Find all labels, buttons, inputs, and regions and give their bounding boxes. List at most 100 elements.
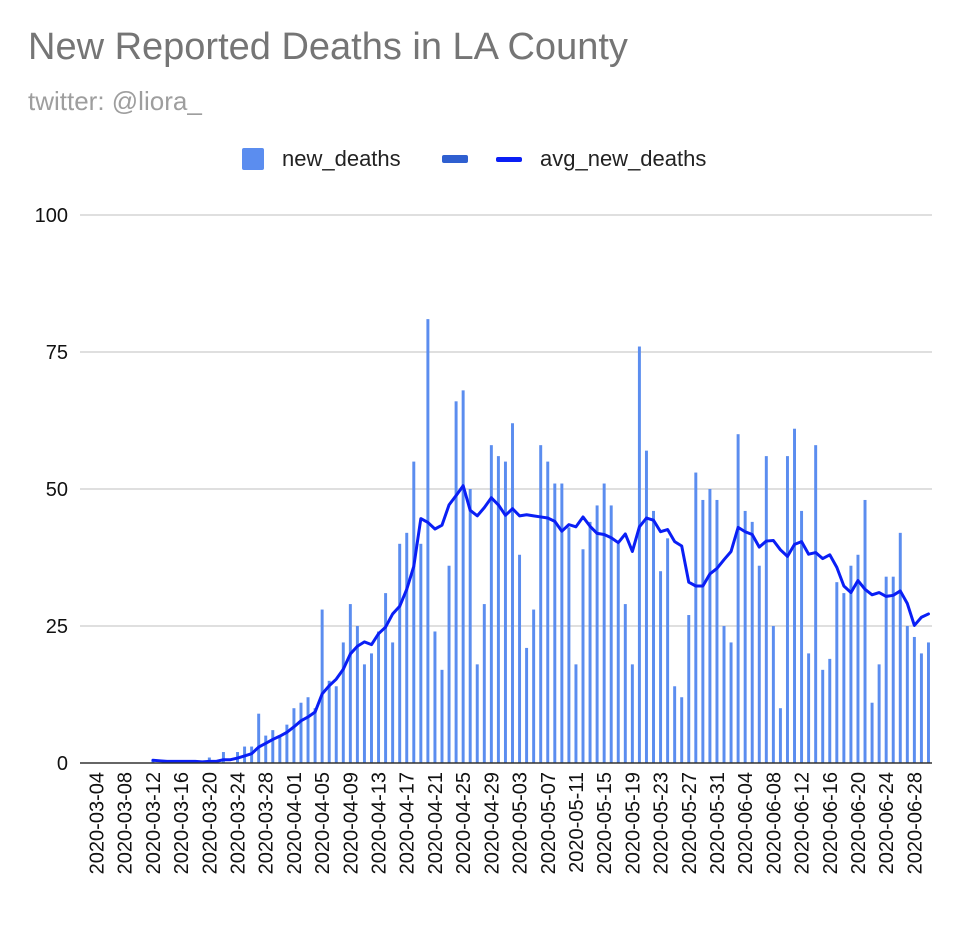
bar-101 <box>807 653 811 763</box>
bar-27 <box>285 724 289 763</box>
bar-109 <box>863 499 867 763</box>
bar-26 <box>278 735 282 763</box>
bar-91 <box>736 434 740 763</box>
bar-29 <box>299 702 303 763</box>
bar-85 <box>694 472 698 763</box>
bar-65 <box>553 483 557 763</box>
legend-item-new-deaths[interactable]: new_deaths <box>242 144 401 174</box>
x-tick-label: 2020-06-12 <box>792 772 814 874</box>
x-tick-label: 2020-03-08 <box>115 772 137 874</box>
bar-86 <box>701 499 705 763</box>
bar-60 <box>518 554 522 763</box>
y-tick-label-0: 0 <box>57 753 68 775</box>
bar-94 <box>757 565 761 763</box>
bar-88 <box>715 499 719 763</box>
line-series-avg-new-deaths <box>151 484 930 764</box>
bar-92 <box>743 510 747 763</box>
legend-swatch-line <box>496 156 522 162</box>
bar-108 <box>856 554 860 763</box>
bar-76 <box>630 664 634 763</box>
x-tick-label: 2020-04-29 <box>481 772 503 874</box>
bar-64 <box>546 461 550 763</box>
x-tick-label: 2020-05-11 <box>566 772 588 873</box>
bar-72 <box>602 483 606 763</box>
bar-39 <box>370 653 373 763</box>
bar-44 <box>405 532 409 763</box>
x-tick-label: 2020-04-01 <box>284 772 306 874</box>
bar-48 <box>433 631 437 763</box>
bar-32 <box>320 609 324 763</box>
y-tick-label-50: 50 <box>46 479 68 501</box>
y-tick-label-75: 75 <box>46 342 68 364</box>
bar-52 <box>461 390 465 763</box>
bar-105 <box>835 582 839 763</box>
x-tick-label: 2020-05-03 <box>510 772 532 874</box>
bar-62 <box>532 609 536 763</box>
bar-73 <box>609 505 613 763</box>
x-tick-label: 2020-04-25 <box>453 772 475 874</box>
bar-71 <box>595 505 599 763</box>
bar-103 <box>821 669 825 763</box>
x-tick-label: 2020-06-24 <box>876 772 898 874</box>
bar-49 <box>440 669 444 763</box>
bar-82 <box>673 686 677 763</box>
bar-51 <box>454 401 458 763</box>
bar-45 <box>412 461 416 763</box>
bar-40 <box>377 631 381 763</box>
chart-subtitle: twitter: @liora_ <box>28 86 202 116</box>
x-tick-label: 2020-03-12 <box>143 772 165 874</box>
bar-114 <box>898 532 902 763</box>
x-tick-label: 2020-05-23 <box>651 772 673 874</box>
bar-77 <box>637 346 641 763</box>
x-tick-label: 2020-05-27 <box>679 772 701 874</box>
x-tick-label: 2020-06-20 <box>848 772 870 874</box>
bar-75 <box>623 604 627 763</box>
x-tick-label: 2020-05-31 <box>707 772 729 874</box>
bar-33 <box>327 680 331 763</box>
bar-116 <box>912 636 916 763</box>
bar-41 <box>384 593 388 763</box>
bar-96 <box>771 626 775 763</box>
x-tick-label: 2020-04-21 <box>425 772 447 874</box>
x-tick-label: 2020-05-15 <box>594 772 616 874</box>
bar-70 <box>588 521 592 763</box>
x-tick-label: 2020-06-16 <box>820 772 842 874</box>
bar-42 <box>391 642 395 763</box>
bar-84 <box>687 615 691 763</box>
bar-97 <box>778 708 782 763</box>
bar-63 <box>539 445 543 763</box>
bar-79 <box>652 510 655 763</box>
bar-23 <box>257 713 261 763</box>
bar-47 <box>426 319 430 763</box>
bar-104 <box>828 658 832 763</box>
bar-53 <box>468 489 472 763</box>
x-tick-label: 2020-05-19 <box>622 772 644 874</box>
bar-36 <box>348 604 352 763</box>
x-tick-label: 2020-04-17 <box>397 772 419 874</box>
bar-98 <box>785 456 789 763</box>
bar-24 <box>264 735 268 763</box>
x-tick-label: 2020-03-24 <box>228 772 250 874</box>
legend-swatch-bar <box>242 148 264 170</box>
bar-107 <box>849 565 853 763</box>
bar-61 <box>525 647 529 763</box>
legend-item-avg-new-deaths[interactable]: avg_new_deaths <box>442 144 706 174</box>
x-tick-label: 2020-03-20 <box>199 772 221 874</box>
x-tick-label: 2020-04-13 <box>369 772 391 874</box>
bar-series-new-deaths <box>151 319 930 763</box>
bar-43 <box>398 543 402 763</box>
legend-label-avg-new-deaths: avg_new_deaths <box>540 146 707 171</box>
bar-59 <box>511 423 514 763</box>
bar-81 <box>666 538 670 763</box>
bar-93 <box>750 521 754 763</box>
bar-102 <box>814 445 818 763</box>
bar-99 <box>793 428 796 763</box>
avg-line-path <box>151 484 930 764</box>
bar-118 <box>926 642 930 763</box>
y-tick-label-25: 25 <box>46 616 68 638</box>
legend: new_deaths avg_new_deaths <box>0 144 966 174</box>
bar-25 <box>271 730 275 763</box>
x-tick-label: 2020-06-04 <box>735 772 757 874</box>
bar-30 <box>306 697 310 763</box>
